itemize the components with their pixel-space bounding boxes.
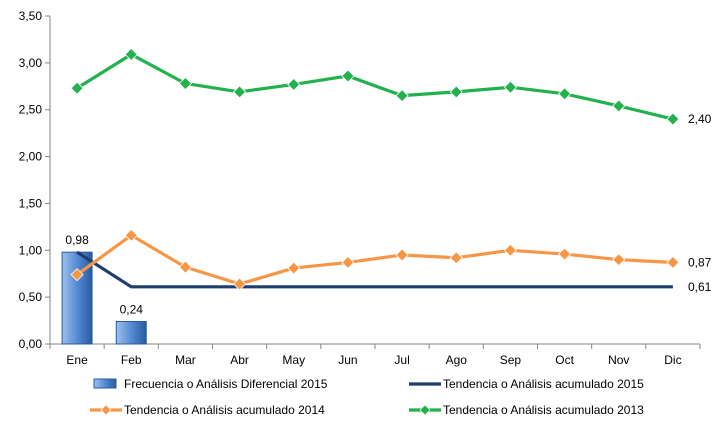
- y-tick-label: 2,50: [19, 103, 43, 117]
- point-marker: [558, 247, 572, 261]
- end-data-label: 0,87: [688, 255, 712, 269]
- point-marker: [666, 112, 680, 126]
- x-tick-label: Sep: [500, 353, 522, 367]
- point-marker: [666, 255, 680, 270]
- y-tick-label: 1,50: [19, 196, 43, 210]
- x-tick-label: Dic: [664, 353, 681, 367]
- bar-series: [61, 251, 147, 345]
- point-marker: [449, 251, 463, 265]
- point-marker: [341, 69, 355, 83]
- legend-label: Tendencia o Análisis acumulado 2014: [124, 403, 325, 417]
- legend-label: Frecuencia o Análisis Diferencial 2015: [124, 377, 328, 391]
- x-tick-label: Jul: [394, 353, 409, 367]
- point-marker: [287, 77, 301, 91]
- bar-data-label: 0,98: [65, 233, 89, 247]
- legend-swatch-marker: [419, 404, 431, 416]
- y-tick-label: 0,50: [19, 290, 43, 304]
- x-tick-label: Abr: [230, 353, 249, 367]
- bar: [115, 321, 147, 345]
- end-data-label: 2,40: [688, 112, 712, 126]
- legend-swatch-marker: [100, 404, 112, 416]
- x-tick-label: Oct: [555, 353, 574, 367]
- x-tick-label: Ene: [66, 353, 88, 367]
- point-marker: [70, 268, 84, 282]
- point-marker: [558, 87, 572, 101]
- y-tick-label: 1,00: [19, 243, 43, 257]
- point-marker: [178, 76, 192, 91]
- y-tick-label: 3,00: [19, 56, 43, 70]
- bar-data-label: 0,24: [120, 303, 144, 317]
- end-data-label: 0,61: [688, 280, 712, 294]
- x-tick-label: Nov: [608, 353, 629, 367]
- x-axis: Ene Feb Mar Abr May Jun Jul Ago Sep Oct Nov Dic: [49, 343, 701, 367]
- x-tick-label: May: [282, 353, 305, 367]
- point-marker: [124, 47, 138, 61]
- point-marker: [612, 253, 626, 267]
- point-marker: [341, 255, 355, 270]
- legend-swatch-bar: [93, 378, 117, 389]
- data-labels: 0,98 0,24 0,61 0,87 2,40: [65, 112, 711, 316]
- point-marker: [287, 261, 301, 275]
- point-marker: [233, 85, 247, 99]
- point-marker: [395, 248, 409, 262]
- point-marker: [612, 99, 626, 113]
- y-axis: 0,00 0,50 1,00 1,50 2,00 2,50 3,00 3,50: [19, 9, 51, 351]
- point-marker: [233, 277, 247, 291]
- x-tick-label: Feb: [121, 353, 142, 367]
- y-tick-label: 0,00: [19, 337, 43, 351]
- point-marker: [70, 81, 84, 95]
- x-tick-label: Jun: [338, 353, 357, 367]
- series-line: [76, 250, 673, 289]
- x-tick-label: Ago: [446, 353, 468, 367]
- y-tick-label: 3,50: [19, 9, 43, 23]
- legend-label: Tendencia o Análisis acumulado 2013: [443, 403, 644, 417]
- point-marker: [395, 89, 409, 103]
- y-tick-label: 2,00: [19, 150, 43, 164]
- series-line: [76, 52, 674, 121]
- point-marker: [503, 243, 517, 257]
- legend-label: Tendencia o Análisis acumulado 2015: [443, 377, 644, 391]
- legend: Frecuencia o Análisis Diferencial 2015 Te…: [90, 377, 644, 417]
- point-marker: [124, 228, 138, 242]
- point-marker: [449, 85, 463, 99]
- line-series: [70, 47, 680, 291]
- series-line: [76, 233, 673, 286]
- point-marker: [503, 80, 517, 94]
- point-marker: [178, 260, 192, 274]
- x-tick-label: Mar: [175, 353, 196, 367]
